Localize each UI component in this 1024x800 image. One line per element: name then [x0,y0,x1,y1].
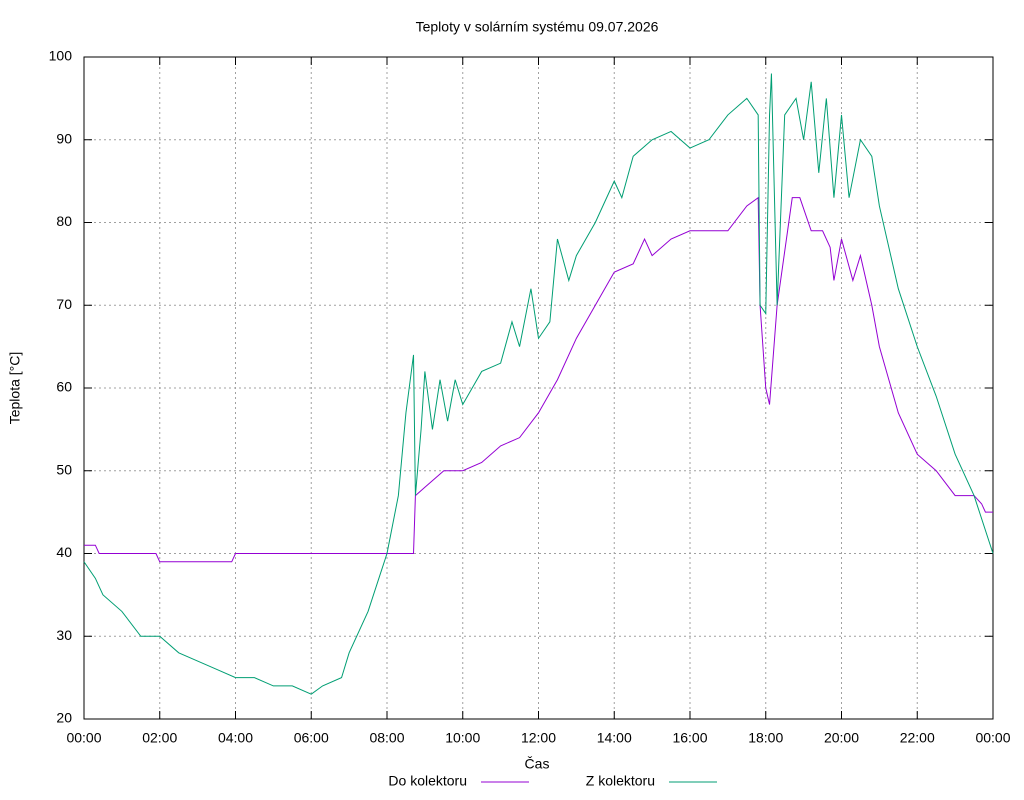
x-tick-label: 20:00 [824,730,859,746]
y-tick-label: 90 [56,130,72,146]
plot-frame [83,56,994,720]
y-tick-label: 100 [49,48,73,64]
x-tick-label: 04:00 [218,730,253,746]
y-axis-label: Teplota [°C] [7,352,23,425]
legend-label: Z kolektoru [586,773,655,789]
x-tick-label: 02:00 [142,730,177,746]
x-tick-label: 14:00 [597,730,632,746]
chart-title: Teploty v solárním systému 09.07.2026 [416,19,659,35]
x-tick-label: 00:00 [66,730,101,746]
x-tick-label: 16:00 [672,730,707,746]
y-tick-label: 40 [56,544,72,560]
y-tick-label: 60 [56,379,72,395]
x-tick-label: 18:00 [748,730,783,746]
x-tick-label: 22:00 [900,730,935,746]
legend-label: Do kolektoru [388,773,467,789]
x-tick-label: 12:00 [521,730,556,746]
y-tick-label: 20 [56,710,72,726]
y-tick-label: 70 [56,296,72,312]
y-tick-label: 80 [56,213,72,229]
y-tick-label: 30 [56,627,72,643]
y-tick-label: 50 [56,461,72,477]
x-tick-label: 06:00 [294,730,329,746]
x-tick-label: 10:00 [445,730,480,746]
series-line [84,196,993,563]
series-line [83,73,994,695]
x-tick-label: 00:00 [975,730,1010,746]
x-axis-label: Čas [525,756,550,772]
x-tick-label: 08:00 [369,730,404,746]
